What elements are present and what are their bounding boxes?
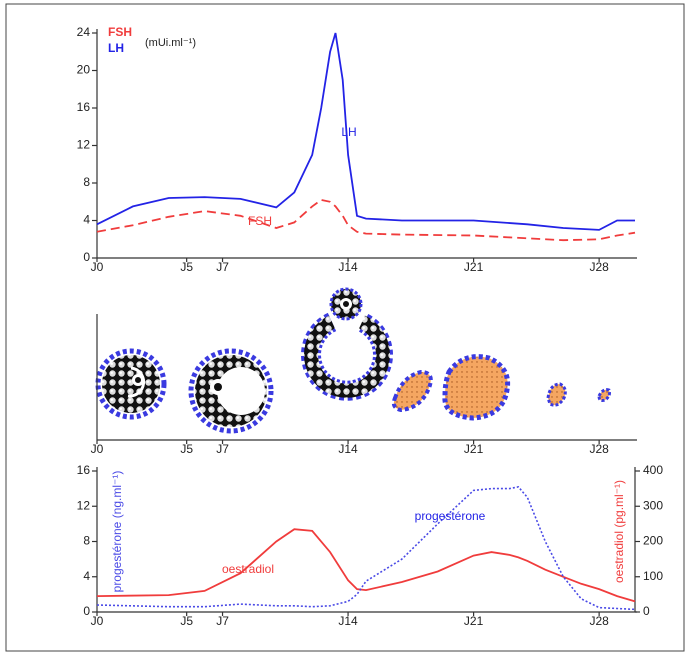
frame (5, 3, 685, 652)
annotation: FSH (248, 214, 272, 228)
y-tick-label: 0 (83, 604, 90, 618)
x-tick-label: J7 (216, 614, 229, 628)
y-tick-label: 4 (83, 569, 90, 583)
y2-tick-label: 400 (643, 463, 663, 477)
x-tick-label: J5 (180, 260, 193, 274)
ovary-cycle (95, 287, 611, 434)
y-tick-label: 8 (83, 534, 90, 548)
x-tick-label: J7 (216, 442, 229, 456)
legend-label: FSH (108, 25, 132, 39)
x-tick-label: J14 (338, 442, 358, 456)
y-tick-label: 12 (77, 138, 91, 152)
annotation: oestradiol (222, 562, 274, 576)
series-line (96, 198, 636, 242)
y2-tick-label: 0 (643, 604, 650, 618)
y-tick-label: 4 (83, 213, 90, 227)
legend-label: LH (108, 41, 124, 55)
x-tick-label: J28 (589, 260, 609, 274)
x-tick-label: J28 (589, 614, 609, 628)
series-line (96, 528, 636, 603)
y-axis-title: progestérone (ng.ml⁻¹) (110, 471, 124, 593)
x-tick-label: J21 (464, 614, 484, 628)
x-tick-label: J28 (589, 442, 609, 456)
annotation: LH (341, 125, 356, 139)
series-line (96, 32, 635, 231)
y-tick-label: 16 (77, 463, 91, 477)
y-tick-label: 8 (83, 175, 90, 189)
x-tick-label: J0 (91, 260, 104, 274)
x-tick-label: J14 (338, 260, 358, 274)
y-tick-label: 24 (77, 25, 91, 39)
y-tick-label: 0 (83, 250, 90, 264)
y-tick-label: 20 (77, 63, 91, 77)
x-tick-label: J5 (180, 614, 193, 628)
y-axis-title: (mUi.ml⁻¹) (145, 37, 196, 49)
x-tick-label: J0 (91, 442, 104, 456)
series-line (96, 486, 636, 611)
y2-tick-label: 200 (643, 534, 663, 548)
x-tick-label: J14 (338, 614, 358, 628)
x-tick-label: J21 (464, 260, 484, 274)
x-tick-label: J5 (180, 442, 193, 456)
y2-tick-label: 100 (643, 569, 663, 583)
x-tick-label: J7 (216, 260, 229, 274)
annotation: progestérone (415, 509, 486, 523)
x-tick-label: J21 (464, 442, 484, 456)
y2-axis-title: oestradiol (pg.ml⁻¹) (612, 480, 626, 583)
x-tick-label: J0 (91, 614, 104, 628)
y-tick-label: 16 (77, 100, 91, 114)
y2-tick-label: 300 (643, 498, 663, 512)
y-tick-label: 12 (77, 498, 91, 512)
